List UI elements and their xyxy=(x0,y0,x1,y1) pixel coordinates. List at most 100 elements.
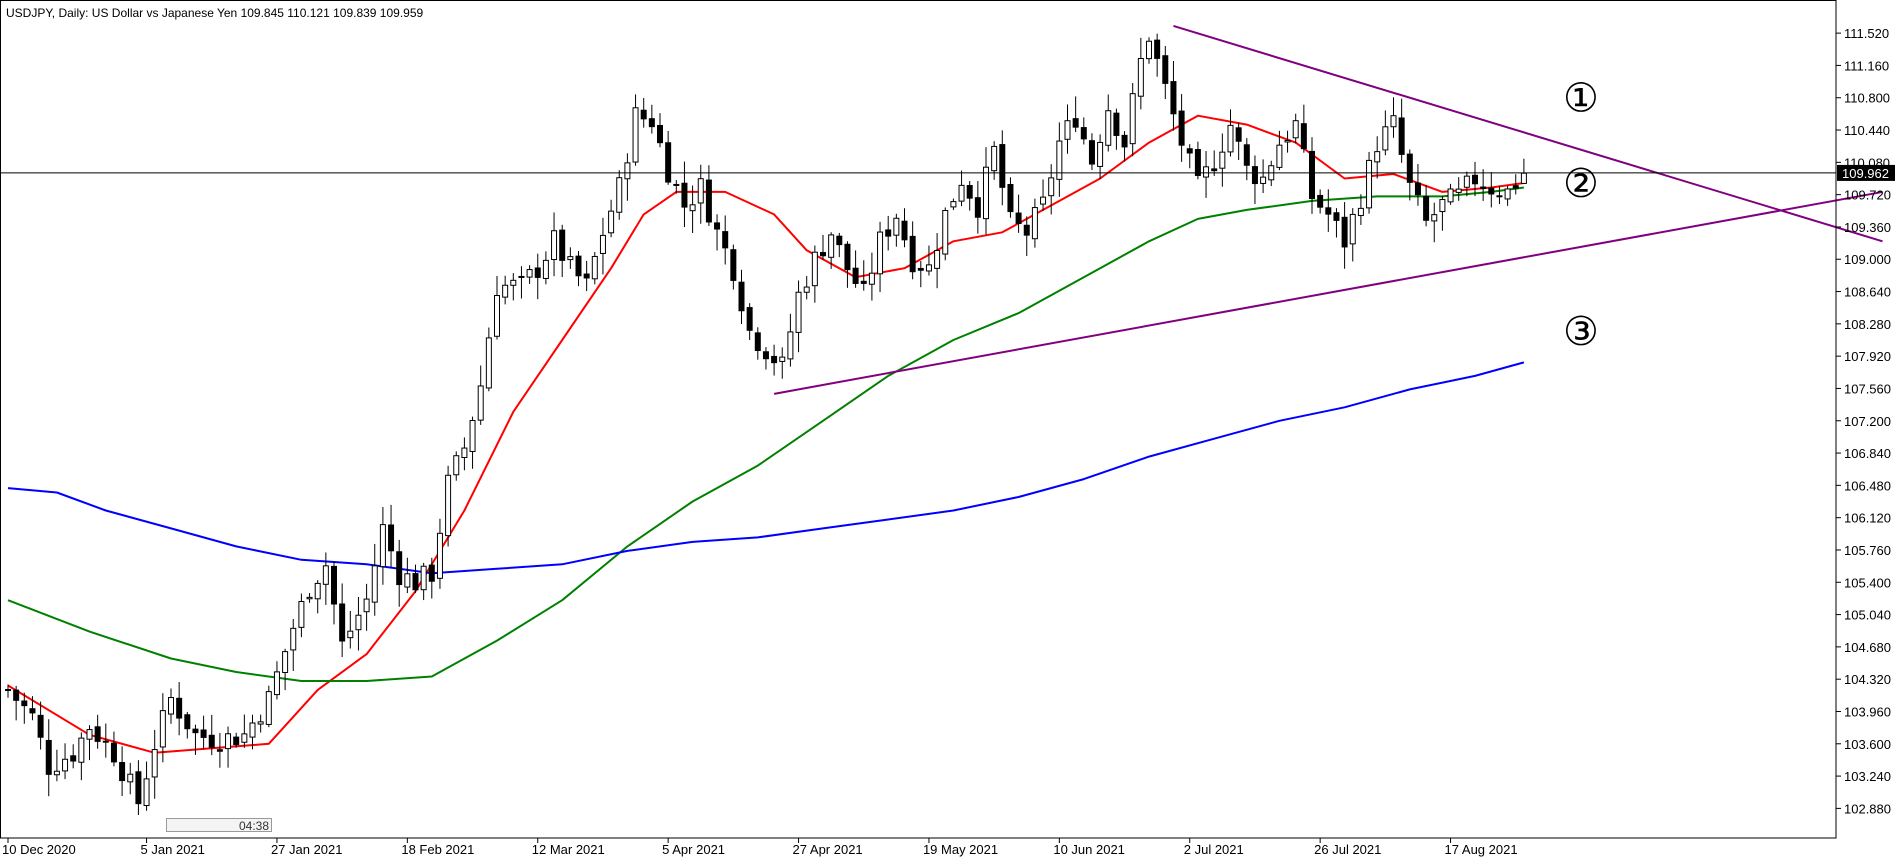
candle xyxy=(420,562,427,601)
candle xyxy=(551,212,558,277)
candle xyxy=(102,723,109,758)
candle xyxy=(1357,194,1364,225)
y-tick-label: 104.680 xyxy=(1844,640,1891,655)
candle xyxy=(184,711,191,739)
candle xyxy=(885,215,892,251)
candle xyxy=(1455,177,1462,201)
candle xyxy=(689,185,696,233)
candle xyxy=(339,583,346,658)
candle xyxy=(1203,151,1210,198)
candle xyxy=(1309,137,1315,214)
candle xyxy=(803,276,810,300)
symbol-title: USDJPY, Daily: US Dollar vs Japanese Yen… xyxy=(6,6,424,20)
candle xyxy=(510,273,517,301)
plot-border xyxy=(0,0,1837,839)
candle xyxy=(868,252,875,301)
candle xyxy=(836,232,843,258)
candle xyxy=(583,260,590,292)
candle xyxy=(502,275,509,305)
candle xyxy=(534,253,541,300)
current-price-label: 109.962 xyxy=(1842,166,1889,181)
candle xyxy=(1260,159,1267,194)
candle xyxy=(542,251,549,285)
x-tick-label: 5 Apr 2021 xyxy=(662,842,725,857)
candle xyxy=(575,250,582,287)
candle xyxy=(1341,202,1348,269)
candle xyxy=(371,543,378,616)
y-tick-label: 108.280 xyxy=(1844,317,1891,332)
candle xyxy=(632,94,639,166)
candle xyxy=(901,208,908,248)
candle xyxy=(21,692,28,724)
candle xyxy=(828,232,835,269)
candle xyxy=(388,504,395,568)
candle xyxy=(5,684,11,698)
candle xyxy=(200,715,207,750)
x-tick-label: 12 Mar 2021 xyxy=(532,842,605,857)
candle xyxy=(722,215,729,265)
candle xyxy=(787,313,794,367)
candle xyxy=(771,344,778,376)
candle xyxy=(697,164,704,224)
candle xyxy=(526,265,533,284)
y-tick-label: 111.520 xyxy=(1844,26,1889,41)
candle xyxy=(135,760,142,816)
candle xyxy=(314,580,321,614)
candle xyxy=(477,365,484,425)
y-tick-label: 111.160 xyxy=(1844,58,1889,73)
candle xyxy=(396,539,403,607)
y-tick-label: 108.640 xyxy=(1844,285,1891,300)
x-tick-label: 17 Aug 2021 xyxy=(1445,842,1518,857)
candle xyxy=(1317,189,1324,214)
candle xyxy=(1349,208,1356,262)
annotation-marker: ③ xyxy=(1563,310,1599,354)
candle xyxy=(1423,185,1430,227)
candle xyxy=(306,593,313,603)
candle xyxy=(151,729,158,799)
candle xyxy=(494,276,500,340)
candle xyxy=(1398,98,1405,163)
trendline-1[interactable] xyxy=(1173,24,1883,243)
candle xyxy=(591,252,598,285)
candle xyxy=(469,416,476,469)
candle xyxy=(852,250,859,288)
candle xyxy=(45,719,52,797)
annotation-marker: ② xyxy=(1563,162,1599,206)
trendline-2[interactable] xyxy=(773,190,1883,395)
y-tick-label: 109.360 xyxy=(1844,220,1891,235)
bar-timer: 04:38 xyxy=(166,818,272,833)
candle xyxy=(648,104,655,134)
candle xyxy=(119,746,126,797)
candle xyxy=(53,749,60,782)
candle xyxy=(1472,161,1478,197)
candle xyxy=(322,552,329,605)
y-tick-label: 102.880 xyxy=(1844,801,1891,816)
candle xyxy=(208,714,215,756)
x-tick-label: 2 Jul 2021 xyxy=(1184,842,1244,857)
candle xyxy=(999,130,1006,206)
y-tick-label: 107.920 xyxy=(1844,349,1891,364)
candle xyxy=(1284,130,1291,153)
y-tick-label: 106.120 xyxy=(1844,511,1891,526)
candle xyxy=(1162,46,1169,100)
candle xyxy=(282,648,289,691)
candle xyxy=(94,714,101,749)
candle xyxy=(1113,108,1120,150)
candle xyxy=(1414,164,1421,206)
candle xyxy=(714,214,721,251)
candle xyxy=(1137,37,1144,110)
candle xyxy=(640,98,647,128)
candle xyxy=(1463,171,1470,197)
candle xyxy=(86,725,93,761)
candle xyxy=(1080,117,1087,145)
y-tick-label: 105.400 xyxy=(1844,575,1891,590)
candle xyxy=(1154,33,1161,77)
candle xyxy=(934,233,941,289)
y-tick-label: 103.600 xyxy=(1844,737,1891,752)
candle xyxy=(518,266,525,299)
candle xyxy=(1178,94,1185,162)
candle xyxy=(453,451,460,481)
